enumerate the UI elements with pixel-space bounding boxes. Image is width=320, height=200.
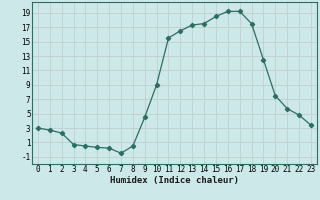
X-axis label: Humidex (Indice chaleur): Humidex (Indice chaleur) [110, 176, 239, 185]
